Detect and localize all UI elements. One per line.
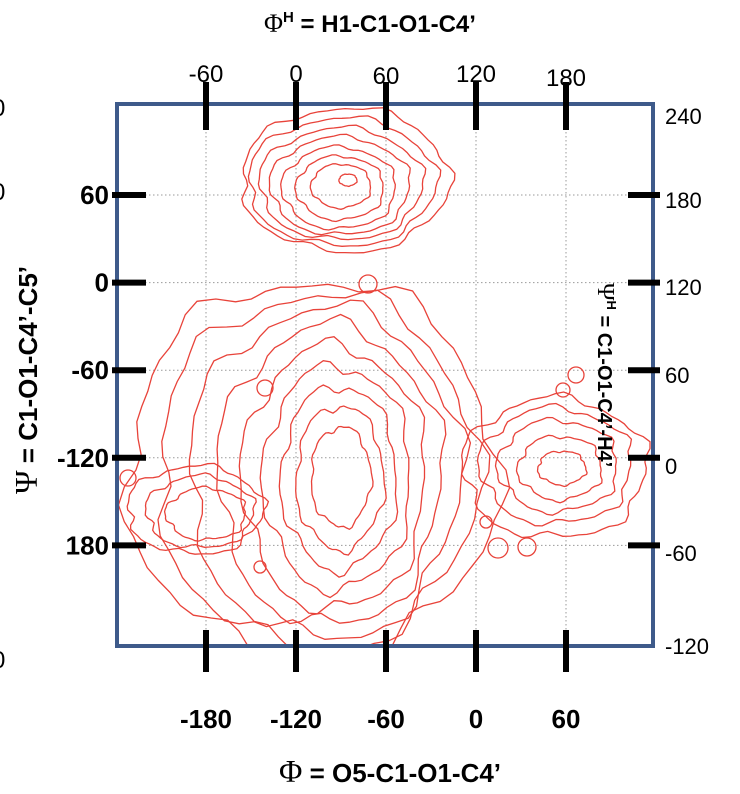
contour-ring: [567, 366, 585, 384]
left-tick-label: -120: [57, 443, 109, 473]
bottom-tick-labels: -180 -120 -60 0 60: [180, 704, 580, 734]
contour-central: [117, 283, 511, 646]
tick-marks: [112, 82, 660, 672]
contour-central: [278, 384, 399, 578]
plot-frame: [115, 102, 655, 648]
contour-right: [494, 416, 617, 516]
contour-upper: [338, 173, 358, 188]
top-tick-label: 0: [289, 61, 302, 88]
contour-central: [216, 313, 447, 625]
contour-ring: [555, 382, 571, 398]
contour-central-spur: [163, 485, 247, 542]
top-tick-label: -60: [189, 61, 224, 88]
right-tick-label: 60: [665, 363, 689, 388]
bottom-tick-label: -60: [367, 704, 405, 734]
contour-central: [295, 405, 387, 556]
contour-central: [310, 425, 374, 531]
contour-central: [157, 289, 491, 646]
bottom-tick-label: 60: [552, 704, 581, 734]
contour-upper: [241, 107, 456, 254]
contour-ring: [119, 469, 137, 487]
left-tick-label: -60: [71, 355, 109, 385]
contour-upper: [280, 144, 396, 231]
bottom-tick-label: 0: [469, 704, 483, 734]
contour-right: [536, 450, 588, 488]
right-tick-label: 120: [665, 275, 702, 300]
left-edge-label: 0: [0, 647, 5, 674]
right-tick-labels: 240 180 120 60 0 -60 -120: [665, 104, 709, 659]
top-tick-label: 180: [546, 65, 586, 92]
bottom-axis-title: Φ = O5-C1-O1-C4’: [279, 753, 501, 789]
contour-ring: [253, 560, 267, 574]
contour-upper: [268, 133, 411, 236]
left-tick-labels: 60 0 -60 -120 180: [57, 180, 109, 560]
right-tick-label: 240: [665, 104, 702, 129]
right-tick-label: 0: [665, 454, 677, 479]
contour-upper: [309, 163, 372, 210]
right-tick-label: 180: [665, 188, 702, 213]
top-axis-title: ΦH = H1-C1-O1-C4’: [264, 9, 476, 38]
left-tick-label: 60: [80, 180, 109, 210]
contour-ring: [517, 537, 537, 557]
contour-right: [476, 402, 633, 527]
contour-upper: [257, 124, 427, 241]
left-tick-label: 0: [95, 268, 109, 298]
bottom-tick-label: -120: [270, 704, 322, 734]
left-axis-title: Ψ = C1-O1-C4’-C5’: [8, 266, 44, 494]
contour-ring: [479, 515, 493, 529]
contour-central: [259, 360, 410, 599]
grid-lines: [117, 104, 653, 646]
left-edge-label: 0: [0, 95, 5, 122]
left-edge-label: 0: [0, 179, 5, 206]
top-tick-label: 60: [373, 63, 400, 90]
bottom-tick-label: -180: [180, 704, 232, 734]
right-tick-label: -120: [665, 634, 709, 659]
contour-central: [238, 336, 426, 615]
contour-upper: [294, 154, 384, 223]
contour-central-spur: [126, 462, 270, 555]
left-tick-label: 180: [66, 530, 109, 560]
contour-ring: [358, 274, 378, 294]
contour-ring: [487, 537, 509, 559]
contour-central: [188, 299, 472, 640]
contour-ring: [256, 379, 274, 397]
right-axis-title: ΨH = C1-O1-C4’-H4’: [592, 283, 619, 467]
contour-central-spur: [144, 472, 257, 549]
top-tick-labels: -60 0 60 120 180: [189, 61, 586, 92]
top-tick-label: 120: [456, 61, 496, 88]
contour-right: [515, 434, 603, 504]
left-edge-partial-labels: 0 0 0: [0, 95, 5, 674]
contour-lines: [117, 107, 651, 646]
right-tick-label: -60: [665, 541, 697, 566]
contour-right: [460, 391, 651, 539]
